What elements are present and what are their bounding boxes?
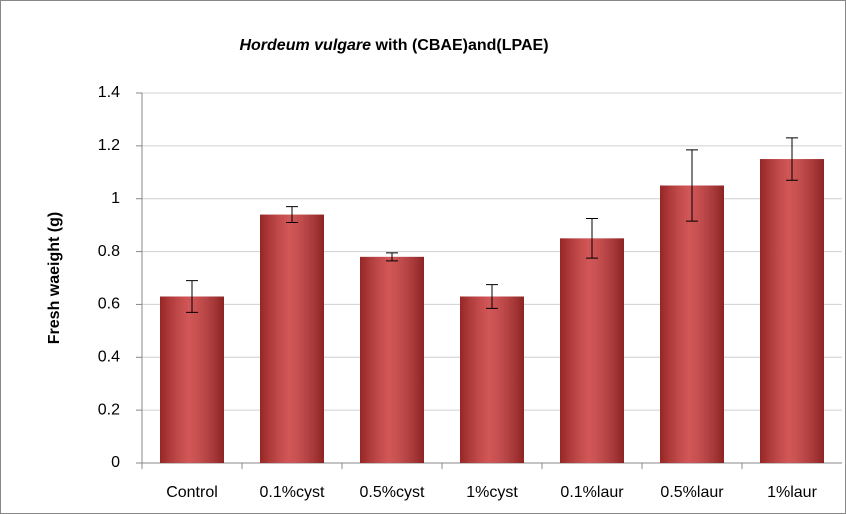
error-bar [586, 218, 598, 259]
bar-shading [460, 296, 524, 463]
bar-shading [560, 238, 624, 463]
x-tick-label: 0.5%cyst [360, 484, 425, 501]
bar-shading [160, 296, 224, 463]
title-species: Hordeum vulgare [239, 37, 371, 54]
title-rest: with (CBAE)and(LPAE) [375, 37, 549, 54]
y-tick-label: 1 [111, 190, 120, 207]
y-tick-label: 1.4 [98, 84, 120, 101]
x-tick-label: 0.1%laur [560, 484, 624, 501]
error-bar [686, 149, 698, 222]
x-tick-label: Control [166, 484, 218, 501]
y-tick-label: 0.4 [98, 349, 120, 366]
y-tick-label: 0 [111, 454, 120, 471]
bar-shading [260, 214, 324, 463]
y-tick-label: 0.8 [98, 243, 120, 260]
error-bar [386, 252, 398, 262]
y-tick-label: 1.2 [98, 137, 120, 154]
x-tick-label: 0.5%laur [660, 484, 724, 501]
x-tick-label: 1%laur [767, 484, 817, 501]
bar-shading [760, 159, 824, 464]
error-bar [786, 137, 798, 181]
error-bar [286, 206, 298, 223]
x-tick-label: 1%cyst [466, 484, 518, 501]
bar-shading [660, 185, 724, 463]
x-tick-label: 0.1%cyst [260, 484, 325, 501]
error-bar [186, 280, 198, 313]
y-tick-label: 0.2 [98, 401, 120, 418]
error-bar [486, 284, 498, 309]
chart-title: Hordeum vulgare with (CBAE)and(LPAE) [239, 37, 548, 54]
bar-shading [360, 256, 424, 463]
y-tick-label: 0.6 [98, 296, 120, 313]
y-axis-label: Fresh waeight (g) [46, 212, 63, 344]
